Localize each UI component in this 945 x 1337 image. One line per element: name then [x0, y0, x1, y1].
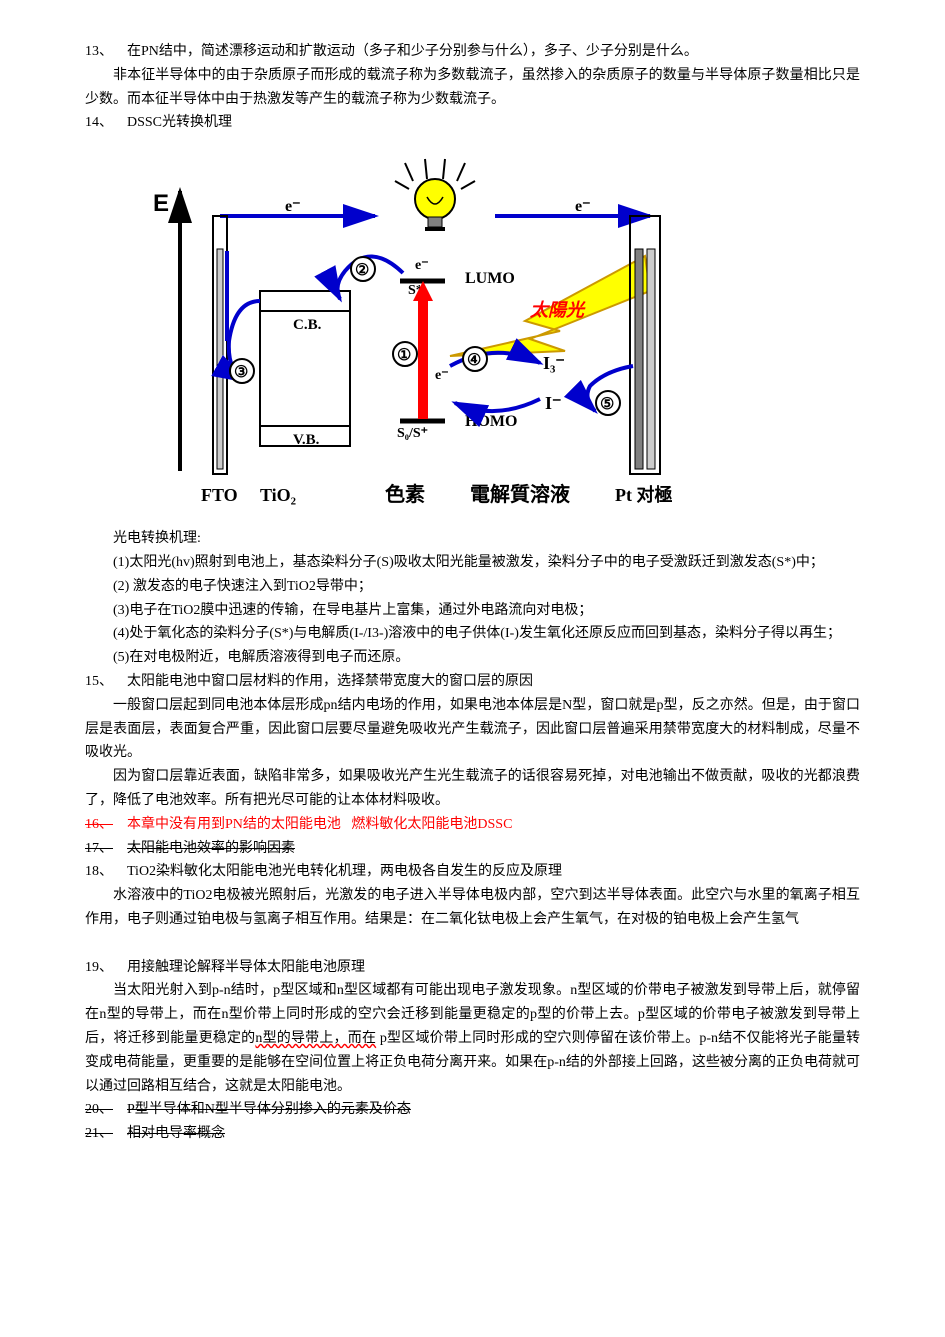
mech-5: (5)在对电极附近，电解质溶液得到电子而还原。 — [85, 646, 860, 670]
step4: ④ — [467, 352, 481, 369]
q21-num: 21、 — [85, 1126, 113, 1141]
elec-label: 電解質溶液 — [470, 482, 571, 506]
q13-num: 13、 — [85, 44, 113, 59]
e-top-left: e⁻ — [285, 198, 301, 215]
q18-title: TiO2染料敏化太阳能电池光电转化机理，两电极各自发生的反应及原理 — [127, 864, 562, 879]
q17-line: 17、 太阳能电池效率的影响因素 — [85, 837, 860, 861]
blank-line — [85, 932, 860, 956]
q19-num: 19、 — [85, 960, 113, 975]
step5: ⑤ — [600, 396, 614, 413]
q16-answer: 燃料敏化太阳能电池DSSC — [351, 817, 512, 832]
e-step2: e⁻ — [415, 258, 429, 273]
tio2-label: TiO₂ — [260, 485, 296, 505]
q21-line: 21、 相对电导率概念 — [85, 1122, 860, 1146]
step3: ③ — [234, 364, 248, 381]
q19-body-wavy: n型的导带上，而在 — [255, 1031, 376, 1046]
s0-label: S₀/S⁺ — [397, 426, 428, 441]
lightbulb-icon — [395, 159, 475, 231]
q16-line: 16、 本章中没有用到PN结的太阳能电池 燃料敏化太阳能电池DSSC — [85, 813, 860, 837]
q13-body: 非本征半导体中的由于杂质原子而形成的载流子称为多数载流子，虽然掺入的杂质原子的数… — [85, 64, 860, 112]
homo-label: HOMO — [465, 413, 517, 430]
mech-1: (1)太阳光(hv)照射到电池上，基态染料分子(S)吸收太阳光能量被激发，染料分… — [85, 551, 860, 575]
q19-title: 用接触理论解释半导体太阳能电池原理 — [127, 960, 365, 975]
sun-label: 太陽光 — [529, 300, 586, 320]
q17-title: 太阳能电池效率的影响因素 — [127, 841, 295, 856]
mechanism-header: 光电转换机理: — [85, 527, 860, 551]
q19-body: 当太阳光射入到p-n结时，p型区域和n型区域都有可能出现电子激发现象。n型区域的… — [85, 979, 860, 1098]
q13-line: 13、 在PN结中，简述漂移运动和扩散运动（多子和少子分别参与什么），多子、少子… — [85, 40, 860, 64]
q19-line: 19、 用接触理论解释半导体太阳能电池原理 — [85, 956, 860, 980]
vb-label: V.B. — [293, 432, 320, 448]
i3-label: I₃⁻ — [543, 353, 565, 373]
e-top-right: e⁻ — [575, 198, 591, 215]
q17-num: 17、 — [85, 841, 113, 856]
q20-title: P型半导体和N型半导体分别掺入的元素及价态 — [127, 1102, 411, 1117]
lumo-label: LUMO — [465, 270, 515, 287]
mech-2: (2) 激发态的电子快速注入到TiO2导带中； — [85, 575, 860, 599]
step1: ① — [397, 347, 411, 364]
q18-line: 18、 TiO2染料敏化太阳能电池光电转化机理，两电极各自发生的反应及原理 — [85, 860, 860, 884]
q15-p2: 因为窗口层靠近表面，缺陷非常多，如果吸收光产生光生载流子的话很容易死掉，对电池输… — [85, 765, 860, 813]
i-label: I⁻ — [545, 393, 562, 413]
q16-title: 本章中没有用到PN结的太阳能电池 — [127, 817, 341, 832]
q15-title: 太阳能电池中窗口层材料的作用，选择禁带宽度大的窗口层的原因 — [127, 674, 533, 689]
q18-body: 水溶液中的TiO2电极被光照射后，光激发的电子进入半导体电极内部，空穴到达半导体… — [85, 884, 860, 932]
q14-title: DSSC光转换机理 — [127, 115, 232, 130]
q16-num: 16、 — [85, 817, 113, 832]
q20-line: 20、 P型半导体和N型半导体分别掺入的元素及价态 — [85, 1098, 860, 1122]
dssc-diagram: E e⁻ e⁻ C.B. V.B. ③ S* LUMO S₀/S⁺ HOMO ①… — [145, 141, 705, 521]
dye-label: 色素 — [385, 482, 425, 506]
q15-line: 15、 太阳能电池中窗口层材料的作用，选择禁带宽度大的窗口层的原因 — [85, 670, 860, 694]
fto-label: FTO — [201, 485, 238, 505]
q14-num: 14、 — [85, 115, 113, 130]
mech-4: (4)处于氧化态的染料分子(S*)与电解质(I-/I3-)溶液中的电子供体(I-… — [85, 622, 860, 646]
mech-3: (3)电子在TiO2膜中迅速的传输，在导电基片上富集，通过外电路流向对电极； — [85, 599, 860, 623]
cb-label: C.B. — [293, 317, 322, 333]
q20-num: 20、 — [85, 1102, 113, 1117]
q21-title: 相对电导率概念 — [127, 1126, 225, 1141]
q15-num: 15、 — [85, 674, 113, 689]
q15-p1: 一般窗口层起到同电池本体层形成pn结内电场的作用，如果电池本体层是N型，窗口就是… — [85, 694, 860, 765]
q18-num: 18、 — [85, 864, 113, 879]
axis-label-e: E — [153, 190, 169, 217]
pt-label: Pt 对極 — [615, 484, 673, 505]
step2: ② — [355, 262, 369, 279]
q13-title: 在PN结中，简述漂移运动和扩散运动（多子和少子分别参与什么），多子、少子分别是什… — [127, 44, 698, 59]
e-i: e⁻ — [435, 368, 449, 383]
q14-line: 14、 DSSC光转换机理 — [85, 111, 860, 135]
